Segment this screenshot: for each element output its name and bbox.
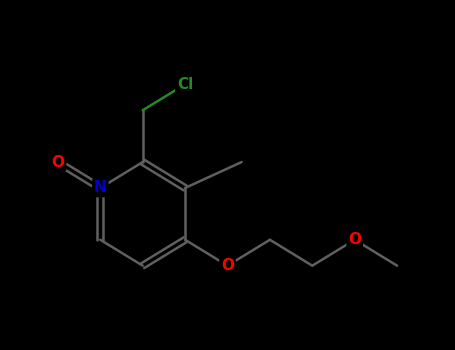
- Text: O: O: [51, 155, 65, 169]
- Text: Cl: Cl: [177, 77, 193, 92]
- Text: N: N: [94, 181, 106, 195]
- Text: O: O: [221, 258, 234, 273]
- Text: O: O: [348, 232, 361, 247]
